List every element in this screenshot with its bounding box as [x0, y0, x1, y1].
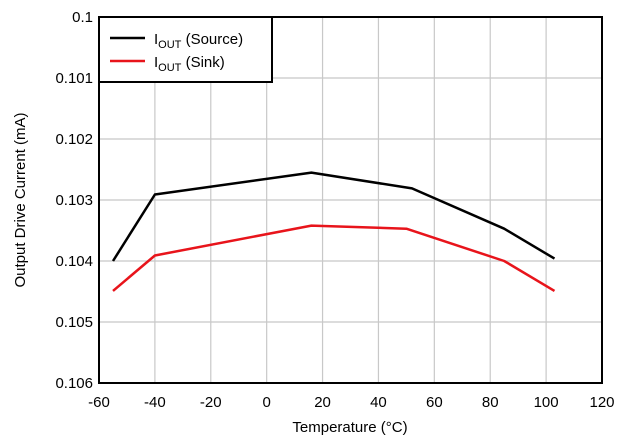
plot-frame	[98, 16, 603, 384]
x-tick-labels: -60 -40 -20 0 20 40 60 80 100 120	[88, 394, 614, 411]
x-tick-label: 120	[589, 394, 614, 411]
x-tick-label: 60	[426, 394, 443, 411]
legend: IOUT (Source) IOUT (Sink)	[98, 16, 273, 83]
legend-label-sink-main: I	[154, 54, 158, 71]
series-layer	[111, 171, 556, 292]
x-tick-label: 100	[534, 394, 559, 411]
legend-label-sink-sub: OUT	[158, 62, 182, 74]
x-tick-label: -20	[200, 394, 222, 411]
x-tick-label: 80	[482, 394, 499, 411]
y-tick-label: 0.104	[55, 253, 93, 270]
y-tick-label: 0.1	[72, 9, 93, 26]
x-tick-label: -40	[144, 394, 166, 411]
x-tick-label: 40	[370, 394, 387, 411]
legend-label-source: IOUT (Source)	[154, 31, 243, 51]
x-tick-label: 20	[314, 394, 331, 411]
y-tick-labels: 0.1 0.101 0.102 0.103 0.104 0.105 0.106	[55, 9, 93, 392]
legend-label-sink-rest: (Sink)	[181, 54, 224, 71]
y-tick-label: 0.105	[55, 314, 93, 331]
legend-label-sink: IOUT (Sink)	[154, 54, 225, 74]
y-tick-label: 0.106	[55, 375, 93, 392]
series-line-0	[111, 171, 556, 262]
legend-label-source-rest: (Source)	[181, 31, 243, 48]
y-tick-label: 0.101	[55, 70, 93, 87]
x-tick-label: -60	[88, 394, 110, 411]
series-line-1	[112, 224, 556, 292]
y-axis-title: Output Drive Current (mA)	[12, 112, 29, 287]
x-tick-label: 0	[262, 394, 270, 411]
legend-label-source-main: I	[154, 31, 158, 48]
y-tick-label: 0.102	[55, 131, 93, 148]
grid	[99, 17, 602, 383]
y-tick-label: 0.103	[55, 192, 93, 209]
x-axis-title: Temperature (°C)	[292, 419, 407, 436]
legend-box	[98, 16, 273, 83]
legend-label-source-sub: OUT	[158, 39, 182, 51]
